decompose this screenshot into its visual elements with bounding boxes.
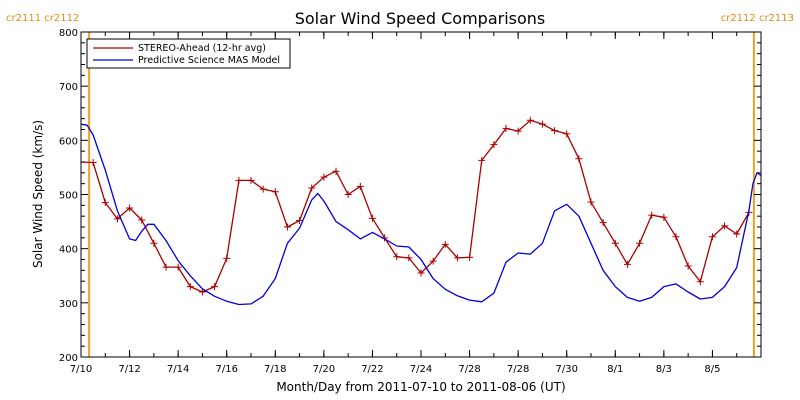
data-point-marker bbox=[599, 219, 607, 227]
series-layer bbox=[81, 116, 761, 306]
carrington-boundary-lines bbox=[88, 32, 755, 357]
data-point-marker bbox=[101, 199, 109, 207]
carrington-label-right: cr2112 cr2113 bbox=[721, 13, 794, 24]
x-tick-label: 8/1 bbox=[607, 364, 623, 375]
data-point-marker bbox=[672, 233, 680, 241]
y-tick-label: 400 bbox=[59, 245, 78, 256]
data-point-marker bbox=[138, 216, 146, 224]
data-point-marker bbox=[587, 198, 595, 206]
data-point-marker bbox=[696, 278, 704, 286]
data-point-marker bbox=[211, 283, 219, 291]
data-point-marker bbox=[551, 127, 559, 135]
x-tick-label: 7/14 bbox=[167, 364, 189, 375]
data-point-marker bbox=[466, 253, 474, 261]
data-point-marker bbox=[150, 239, 158, 247]
series-line-0 bbox=[81, 119, 750, 293]
chart-title: Solar Wind Speed Comparisons bbox=[295, 9, 546, 28]
data-point-marker bbox=[89, 159, 97, 167]
x-tick-label: 7/30 bbox=[555, 364, 577, 375]
legend: STEREO-Ahead (12-hr avg) Predictive Scie… bbox=[86, 38, 291, 69]
y-tick-label: 600 bbox=[59, 136, 78, 147]
data-point-marker bbox=[356, 182, 364, 190]
data-point-marker bbox=[247, 176, 255, 184]
data-point-marker bbox=[636, 239, 644, 247]
data-point-marker bbox=[368, 214, 376, 222]
data-point-marker bbox=[296, 217, 304, 224]
carrington-label-left: cr2111 cr2112 bbox=[6, 13, 79, 24]
data-point-marker bbox=[721, 222, 729, 230]
data-point-marker bbox=[478, 156, 486, 164]
data-point-marker bbox=[611, 239, 619, 247]
plot-frame bbox=[80, 31, 762, 358]
data-point-marker bbox=[526, 116, 534, 124]
x-tick-label: 7/12 bbox=[118, 364, 140, 375]
data-point-marker bbox=[623, 260, 631, 268]
data-point-marker bbox=[648, 211, 656, 219]
data-point-marker bbox=[575, 155, 583, 163]
data-point-marker bbox=[113, 215, 121, 223]
data-point-marker bbox=[283, 223, 291, 231]
data-point-marker bbox=[453, 254, 461, 262]
data-point-marker bbox=[490, 141, 498, 149]
data-point-marker bbox=[429, 257, 437, 265]
y-axis: 200 300 400 500 600 700 800 bbox=[59, 28, 761, 364]
data-point-marker bbox=[235, 176, 243, 184]
y-tick-label: 800 bbox=[59, 28, 78, 39]
data-point-marker bbox=[563, 130, 571, 138]
data-point-marker bbox=[538, 120, 546, 128]
data-point-marker bbox=[162, 263, 170, 271]
legend-label-model: Predictive Science MAS Model bbox=[138, 55, 280, 66]
data-point-marker bbox=[186, 283, 194, 291]
data-point-marker bbox=[733, 230, 741, 238]
legend-label-stereo: STEREO-Ahead (12-hr avg) bbox=[138, 43, 266, 54]
data-point-marker bbox=[259, 185, 267, 193]
x-tick-label: 7/28 bbox=[458, 364, 480, 375]
x-tick-label: 7/24 bbox=[410, 364, 432, 375]
x-axis-title: Month/Day from 2011-07-10 to 2011-08-06 … bbox=[276, 380, 565, 394]
data-point-marker bbox=[223, 254, 231, 262]
y-tick-label: 200 bbox=[59, 353, 78, 364]
data-point-marker bbox=[684, 262, 692, 270]
x-tick-label: 8/5 bbox=[704, 364, 720, 375]
data-point-marker bbox=[344, 191, 352, 198]
data-point-marker bbox=[441, 240, 449, 248]
y-tick-label: 300 bbox=[59, 299, 78, 310]
x-tick-label: 7/18 bbox=[264, 364, 286, 375]
data-point-marker bbox=[174, 263, 182, 271]
x-tick-label: 7/16 bbox=[215, 364, 237, 375]
data-point-marker bbox=[271, 188, 279, 196]
y-tick-label: 500 bbox=[59, 191, 78, 202]
series-line-1 bbox=[81, 123, 761, 306]
data-point-marker bbox=[514, 127, 522, 135]
series-group-0 bbox=[81, 116, 753, 296]
data-point-marker bbox=[502, 124, 510, 132]
series-group-1 bbox=[81, 123, 761, 306]
legend-box bbox=[86, 38, 291, 69]
x-tick-label: 7/10 bbox=[70, 364, 92, 375]
data-point-marker bbox=[417, 269, 425, 277]
x-tick-label: 7/20 bbox=[313, 364, 335, 375]
data-point-marker bbox=[393, 253, 401, 261]
data-point-marker bbox=[308, 184, 316, 192]
x-tick-label: 7/22 bbox=[361, 364, 383, 375]
data-point-marker bbox=[405, 254, 413, 262]
data-point-marker bbox=[126, 204, 134, 212]
data-point-marker bbox=[660, 213, 668, 221]
x-tick-label: 7/28 bbox=[507, 364, 529, 375]
y-tick-label: 700 bbox=[59, 82, 78, 93]
data-point-marker bbox=[708, 233, 716, 241]
y-axis-title: Solar Wind Speed (km/s) bbox=[31, 120, 45, 268]
data-point-marker bbox=[332, 167, 340, 175]
data-point-marker bbox=[198, 288, 206, 296]
x-axis: 7/10 7/12 7/14 7/16 7/18 7/20 7/22 7/24 7/28 7/28… bbox=[70, 32, 762, 375]
data-point-marker bbox=[320, 173, 328, 181]
x-tick-label: 8/3 bbox=[656, 364, 672, 375]
